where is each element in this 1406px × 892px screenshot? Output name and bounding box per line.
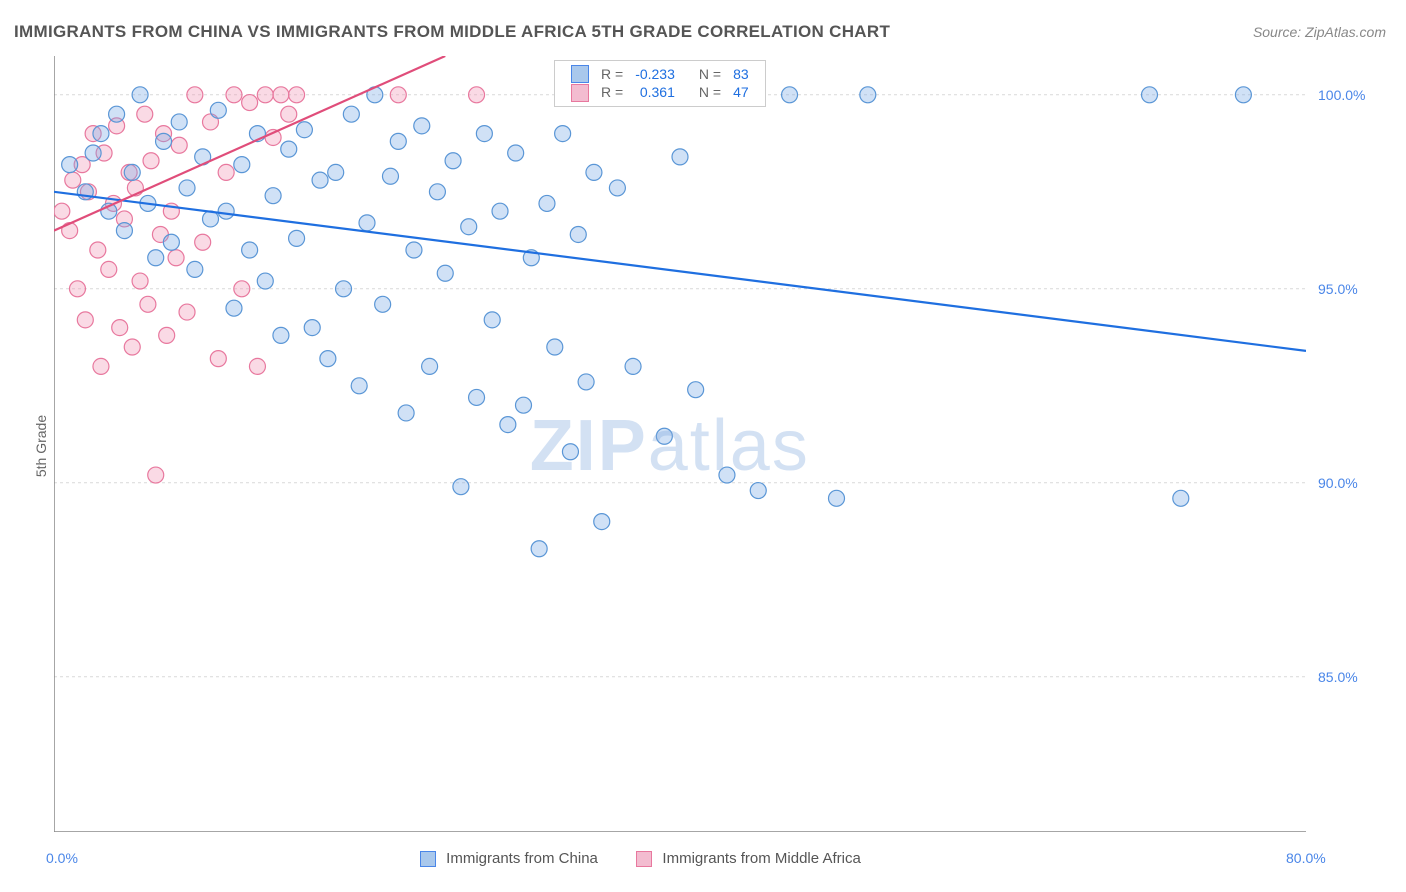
swatch-china — [571, 65, 589, 83]
stats-legend: R = -0.233 N = 83 R = 0.361 N = 47 — [554, 60, 766, 107]
x-tick-label: 0.0% — [46, 850, 78, 866]
source-attribution: Source: ZipAtlas.com — [1253, 24, 1386, 40]
r-value-china: -0.233 — [629, 65, 681, 83]
n-value-africa: 47 — [727, 83, 755, 101]
r-label: R = — [595, 65, 629, 83]
swatch-china — [420, 851, 436, 867]
stats-row-china: R = -0.233 N = 83 — [565, 65, 755, 83]
y-tick-label: 95.0% — [1318, 281, 1358, 297]
swatch-africa — [636, 851, 652, 867]
y-tick-label: 90.0% — [1318, 475, 1358, 491]
y-tick-label: 85.0% — [1318, 669, 1358, 685]
swatch-africa — [571, 84, 589, 102]
scatter-plot — [54, 56, 1306, 832]
legend-label-africa: Immigrants from Middle Africa — [662, 850, 860, 867]
legend-label-china: Immigrants from China — [446, 850, 598, 867]
chart-container: { "title": "IMMIGRANTS FROM CHINA VS IMM… — [0, 0, 1406, 892]
x-tick-label: 80.0% — [1286, 850, 1326, 866]
chart-title: IMMIGRANTS FROM CHINA VS IMMIGRANTS FROM… — [14, 22, 890, 42]
y-axis-label: 5th Grade — [33, 415, 49, 477]
n-label: N = — [693, 65, 727, 83]
n-label: N = — [693, 83, 727, 101]
n-value-china: 83 — [727, 65, 755, 83]
y-tick-label: 100.0% — [1318, 87, 1365, 103]
stats-row-africa: R = 0.361 N = 47 — [565, 83, 755, 101]
r-label: R = — [595, 83, 629, 101]
r-value-africa: 0.361 — [629, 83, 681, 101]
bottom-legend: Immigrants from China Immigrants from Mi… — [420, 850, 861, 867]
